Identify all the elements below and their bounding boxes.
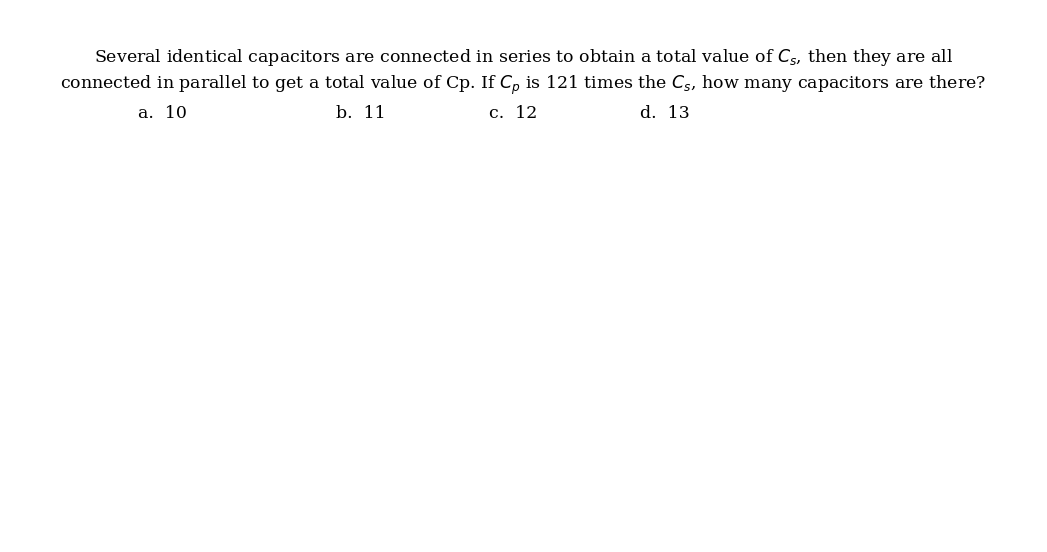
Text: Several identical capacitors are connected in series to obtain a total value of : Several identical capacitors are connect… [94, 47, 953, 68]
Text: connected in parallel to get a total value of Cp. If $C_p$ is 121 times the $C_s: connected in parallel to get a total val… [61, 74, 986, 97]
Text: c.  12: c. 12 [489, 105, 537, 121]
Text: b.  11: b. 11 [336, 105, 386, 121]
Text: d.  13: d. 13 [640, 105, 690, 121]
Text: a.  10: a. 10 [138, 105, 186, 121]
